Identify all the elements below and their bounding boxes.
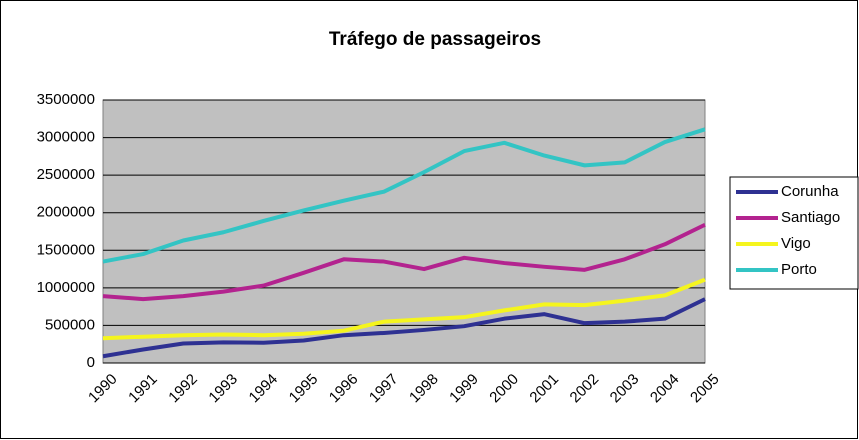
y-tick-label: 3000000 — [37, 129, 95, 146]
series-line — [102, 297, 706, 359]
legend-label: Vigo — [781, 235, 811, 252]
y-tick-label: 500000 — [45, 316, 95, 333]
y-tick-label: 2500000 — [37, 166, 95, 183]
y-tick-label: 1000000 — [37, 279, 95, 296]
chart-title: Tráfego de passageiros — [329, 29, 541, 50]
legend-label: Corunha — [781, 183, 839, 200]
y-tick-label: 2000000 — [37, 204, 95, 221]
y-tick-label: 0 — [87, 354, 95, 371]
y-tick-label: 3500000 — [37, 91, 95, 108]
series-line — [102, 127, 706, 264]
legend-label: Porto — [781, 261, 817, 278]
series-line — [102, 277, 706, 341]
y-tick-label: 1500000 — [37, 241, 95, 258]
legend-label: Santiago — [781, 209, 840, 226]
series-line — [102, 222, 706, 302]
